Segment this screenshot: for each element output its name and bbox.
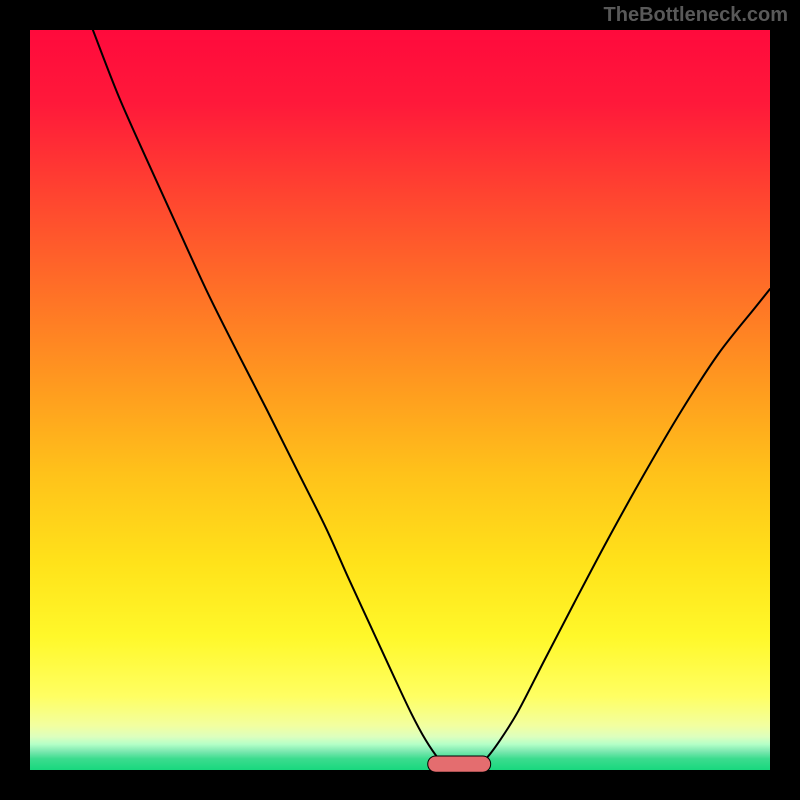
chart-frame: TheBottleneck.com — [0, 0, 800, 800]
plot-background — [30, 30, 770, 770]
bottom-marker — [428, 756, 491, 772]
bottleneck-v-chart — [0, 0, 800, 800]
watermark-text: TheBottleneck.com — [604, 4, 788, 27]
